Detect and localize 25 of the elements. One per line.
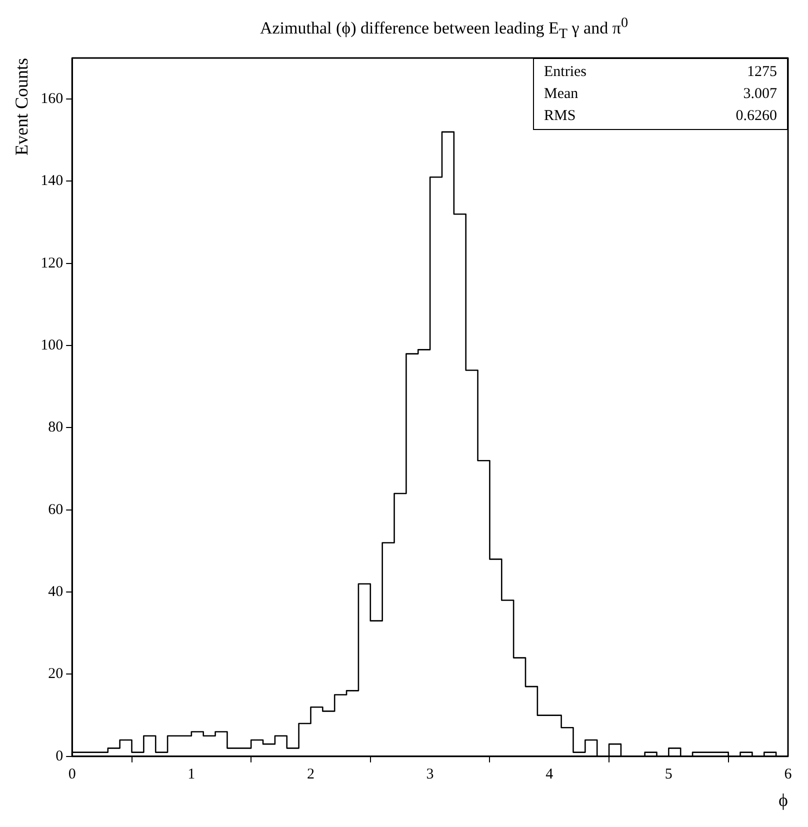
- x-tick-label: 2: [306, 766, 314, 782]
- y-tick-label: 0: [56, 748, 64, 764]
- annotation: 0.6260: [736, 107, 777, 126]
- y-tick-label: 40: [48, 584, 64, 600]
- y-tick-label: 80: [48, 420, 64, 436]
- x-tick-label: 4: [546, 766, 554, 782]
- x-tick-label: 0: [68, 766, 76, 782]
- y-axis-title: Event Counts: [12, 58, 32, 156]
- x-axis-title: ϕ: [778, 790, 788, 810]
- x-tick-label: 5: [664, 766, 672, 782]
- annotation: 1275: [747, 63, 777, 82]
- y-tick-label: 140: [40, 173, 64, 190]
- y-tick-label: 100: [40, 338, 64, 354]
- annotation: RMS: [544, 107, 576, 126]
- x-tick-label: 1: [188, 766, 196, 782]
- y-tick-label: 120: [40, 255, 64, 272]
- x-tick-label: 6: [784, 766, 792, 782]
- annotation: 3.007: [743, 85, 777, 104]
- y-tick-label: 160: [40, 91, 64, 108]
- annotation: Mean: [544, 85, 578, 104]
- annotation: Entries: [544, 63, 586, 82]
- y-tick-label: 60: [48, 502, 64, 518]
- chart-title: Azimuthal (ϕ) difference between leading E$_{T}$ γ and π$^{0}$: [258, 14, 630, 44]
- x-tick-label: 3: [426, 766, 434, 782]
- y-tick-label: 20: [48, 666, 64, 682]
